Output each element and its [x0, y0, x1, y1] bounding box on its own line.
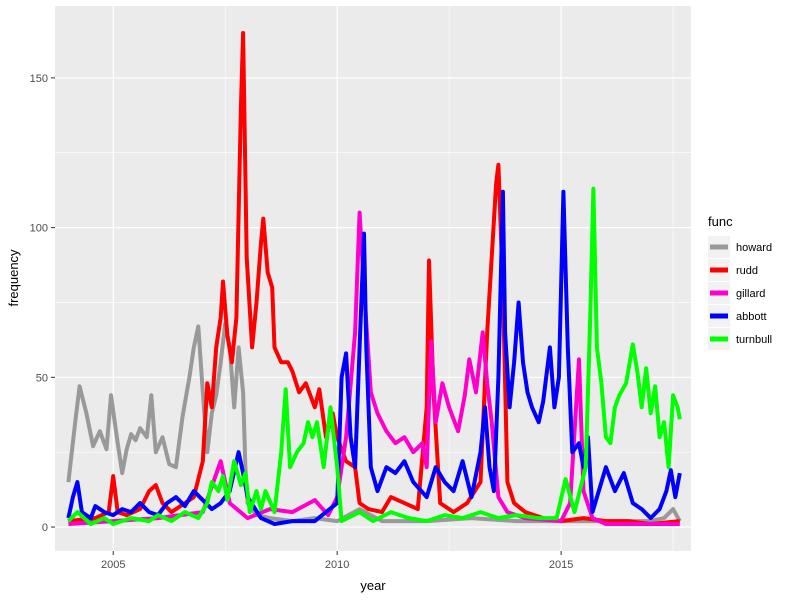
x-tick-label: 2015	[549, 559, 573, 571]
grid-minor	[55, 6, 691, 551]
legend-label-turnbull: turnbull	[736, 334, 772, 346]
x-tick-label: 2005	[101, 559, 125, 571]
y-tick-label: 100	[30, 223, 48, 235]
y-axis-title: frequency	[6, 249, 21, 307]
y-tick-label: 50	[36, 372, 48, 384]
x-tick-label: 2010	[325, 559, 349, 571]
series-line-rudd	[68, 31, 680, 526]
legend-label-abbott: abbott	[736, 311, 767, 323]
y-tick-label: 0	[42, 522, 48, 534]
y-tick-label: 150	[30, 73, 48, 85]
series-line-turnbull	[66, 186, 682, 526]
series-line-abbott	[66, 189, 682, 526]
legend-label-howard: howard	[736, 242, 772, 254]
legend: func howard rudd gillard abbott turnbull	[708, 214, 772, 350]
legend-title: func	[708, 214, 733, 229]
y-axis: 0 50 100 150	[30, 73, 55, 534]
legend-label-rudd: rudd	[736, 265, 758, 277]
x-axis-title: year	[360, 578, 386, 593]
x-axis: 2005 2010 2015	[101, 551, 573, 571]
series-lines	[66, 31, 682, 526]
legend-label-gillard: gillard	[736, 288, 765, 300]
legend-items: howard rudd gillard abbott turnbull	[708, 236, 772, 350]
